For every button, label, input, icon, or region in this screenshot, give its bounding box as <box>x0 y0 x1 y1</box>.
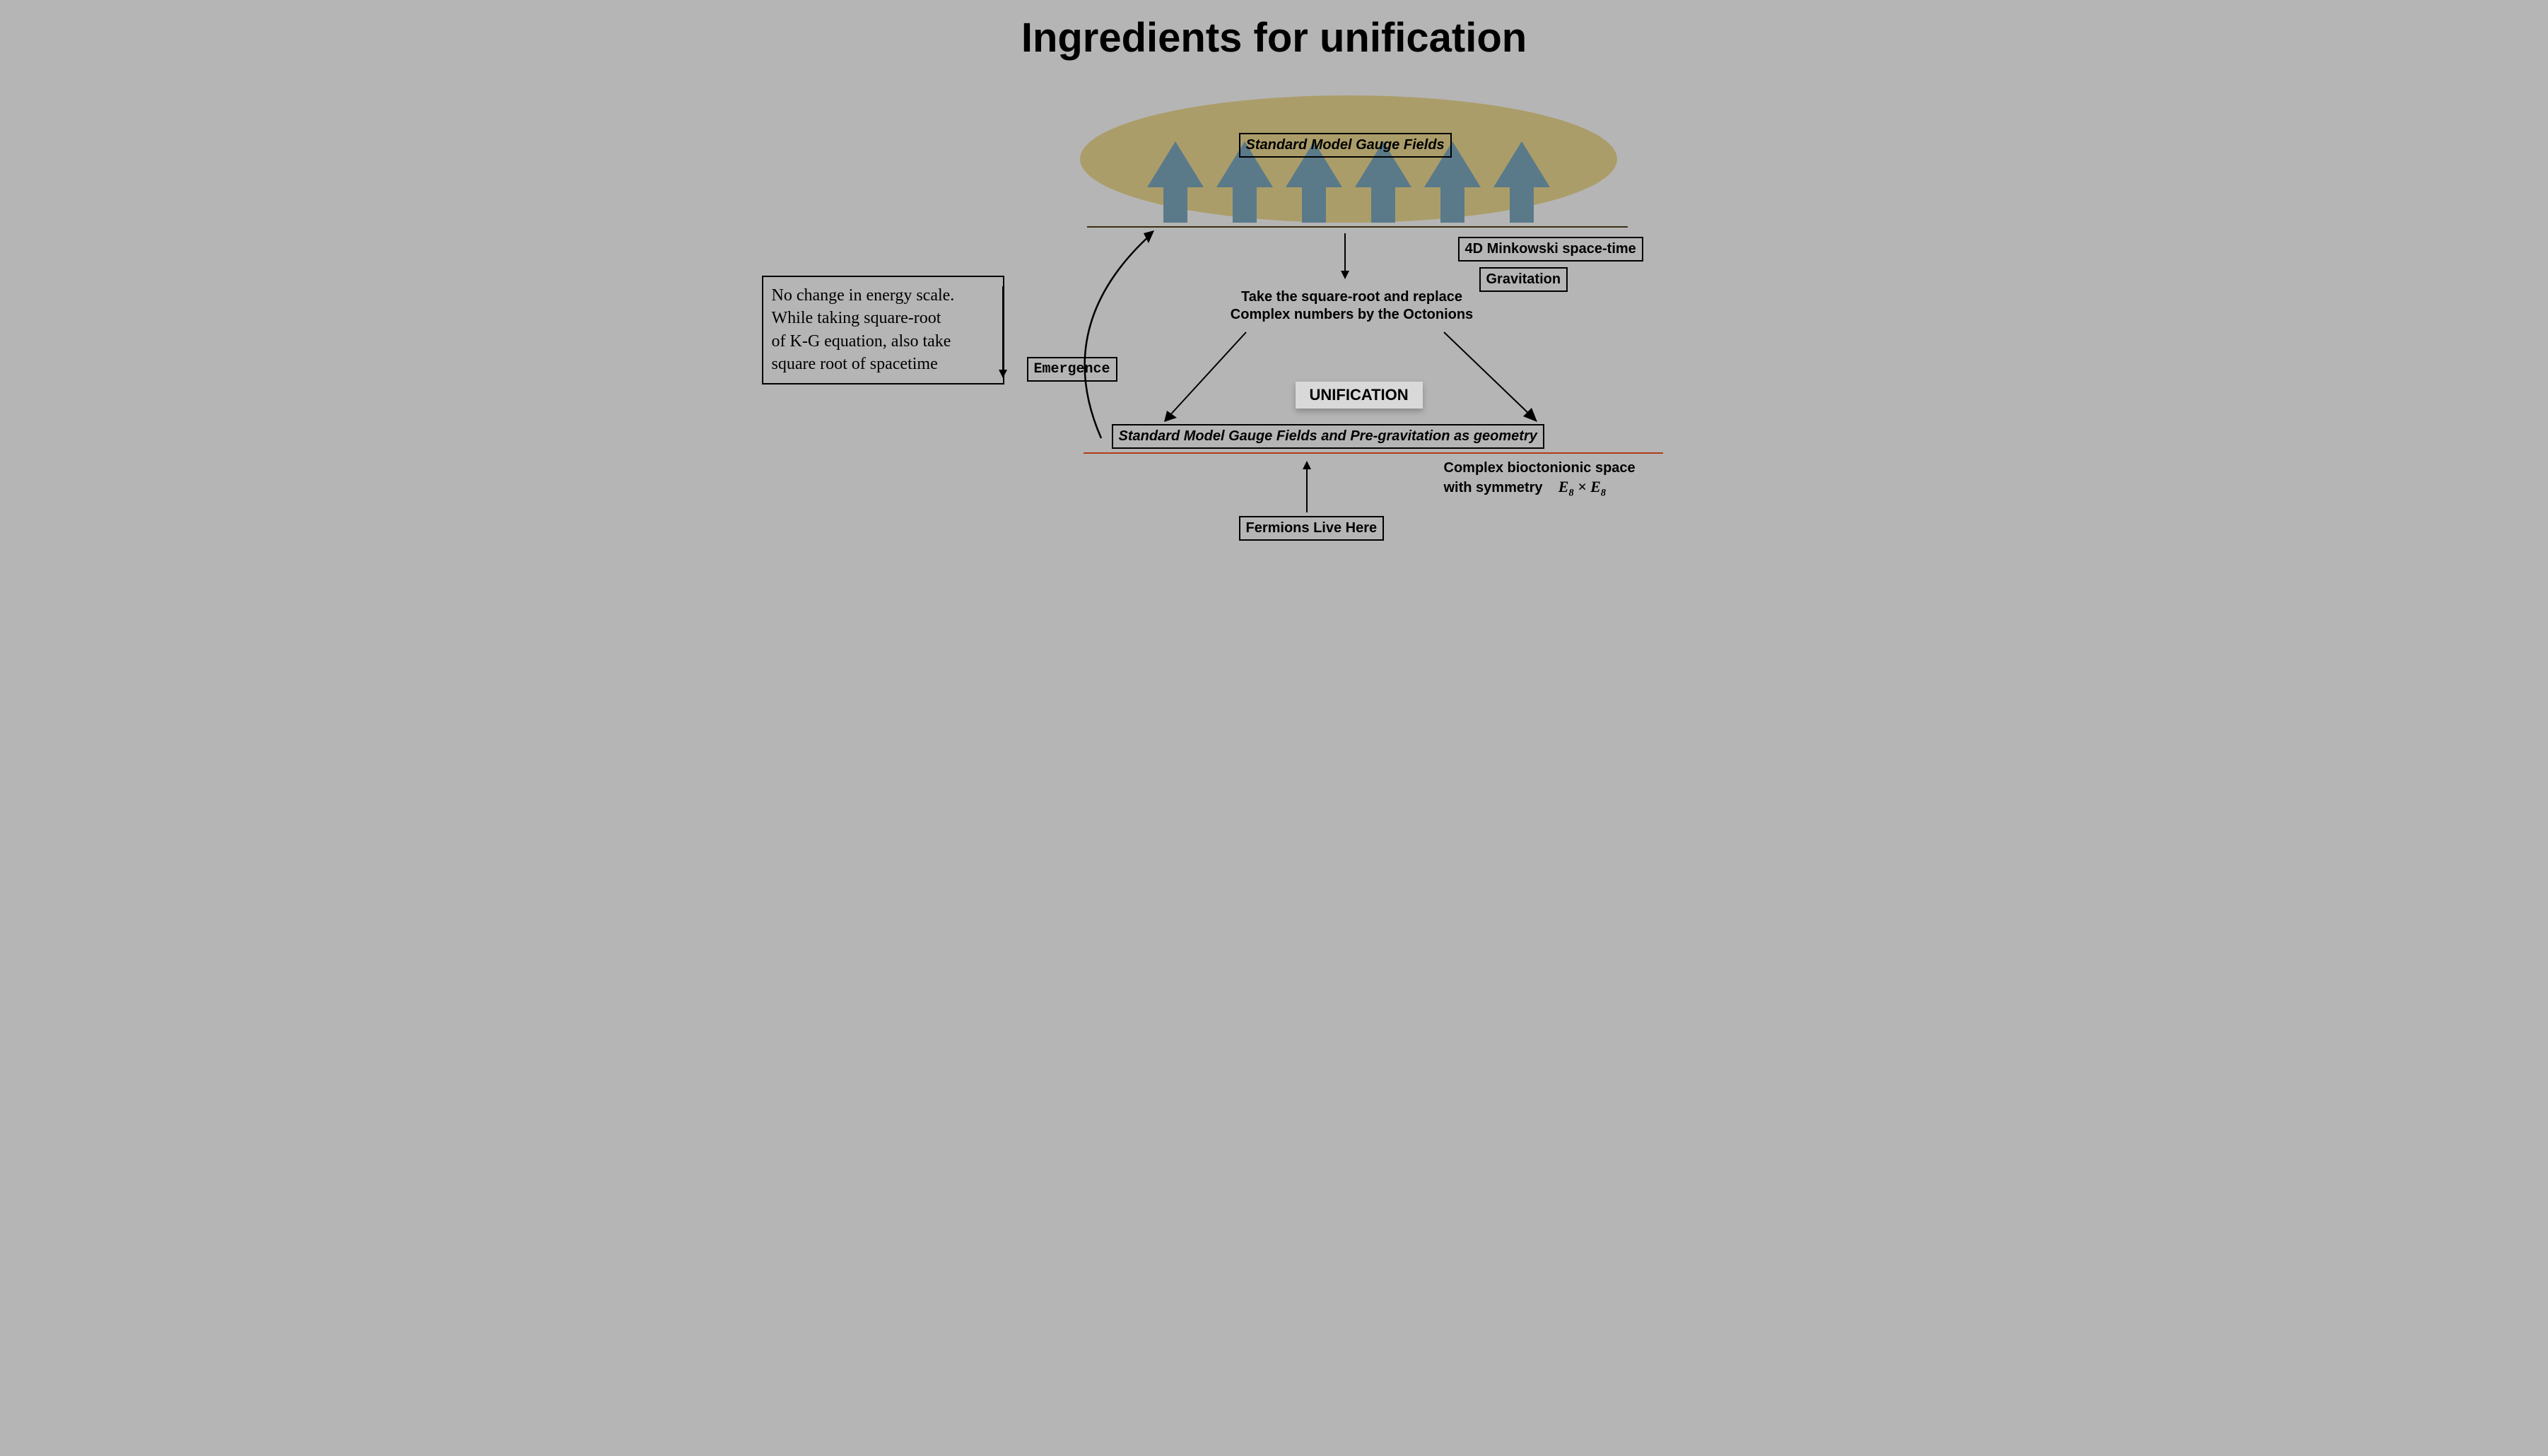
gravitation-box: Gravitation <box>1479 267 1568 292</box>
branch-right-arrow-icon <box>1437 329 1550 428</box>
sqrt-line1: Take the square-root and replace <box>1218 288 1486 306</box>
fermions-up-arrow-icon <box>1301 459 1315 516</box>
branch-left-arrow-icon <box>1154 329 1260 428</box>
bottom-geometry-label: Standard Model Gauge Fields and Pre-grav… <box>1119 428 1537 444</box>
page-title: Ingredients for unification <box>730 14 1819 61</box>
note-line1: No change in energy scale. <box>772 284 994 307</box>
unification-label: UNIFICATION <box>1296 382 1423 409</box>
sqrt-instruction: Take the square-root and replace Complex… <box>1218 288 1486 324</box>
bottom-geometry-box: Standard Model Gauge Fields and Pre-grav… <box>1112 424 1544 449</box>
symmetry-expression: E8 × E8 <box>1558 478 1606 495</box>
note-line2: While taking square-root <box>772 307 994 329</box>
note-line4: square root of spacetime <box>772 353 994 375</box>
sqrt-line2: Complex numbers by the Octonions <box>1218 306 1486 324</box>
note-line3: of K-G equation, also take <box>772 330 994 353</box>
fermions-box: Fermions Live Here <box>1239 516 1385 541</box>
unification-text: UNIFICATION <box>1310 386 1409 404</box>
sm-gauge-fields-label: Standard Model Gauge Fields <box>1246 137 1445 153</box>
minkowski-label: 4D Minkowski space-time <box>1465 241 1636 257</box>
sm-gauge-fields-box: Standard Model Gauge Fields <box>1239 133 1452 158</box>
minkowski-box: 4D Minkowski space-time <box>1458 237 1643 262</box>
note-down-arrow-icon <box>997 286 1011 382</box>
bioctonionic-line <box>1084 452 1663 454</box>
bioct-line2: with symmetry E8 × E8 <box>1444 477 1670 500</box>
diagram-canvas: Ingredients for unification Standard Mod… <box>730 0 1819 622</box>
bioct-line1: Complex bioctonionic space <box>1444 459 1670 477</box>
gravitation-label: Gravitation <box>1486 271 1561 287</box>
energy-scale-note: No change in energy scale. While taking … <box>762 276 1004 384</box>
sqrt-down-arrow-icon <box>1339 233 1354 283</box>
fermions-label: Fermions Live Here <box>1246 520 1378 536</box>
bioctonionic-label: Complex bioctonionic space with symmetry… <box>1444 459 1670 500</box>
